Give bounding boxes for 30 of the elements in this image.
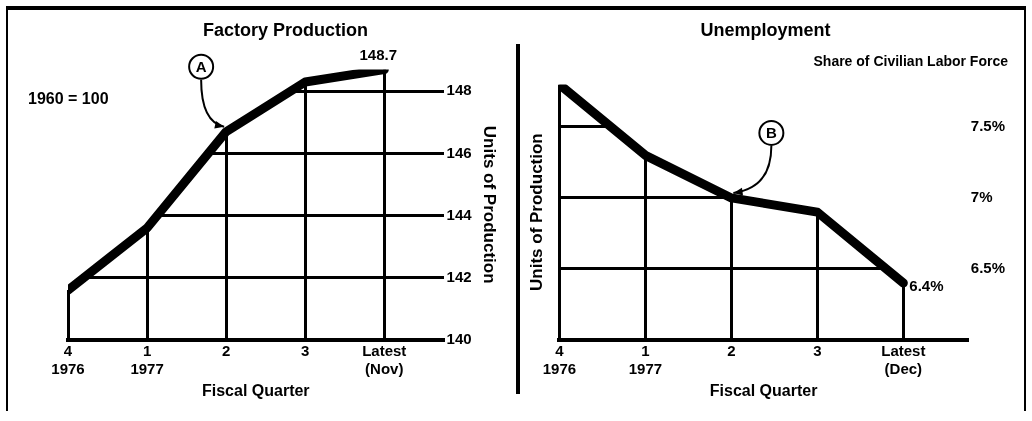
data-label: 148.7 — [359, 46, 398, 64]
x-axis-title: Fiscal Quarter — [709, 381, 818, 399]
chart-subtitle: Share of Civilian Labor Force — [813, 52, 1009, 69]
y-tick-label: 148 — [446, 81, 472, 99]
x-tick-label: 4 1976 — [542, 341, 577, 377]
x-tick-label: 3 — [813, 341, 822, 359]
x-tick-label: 4 1976 — [51, 341, 85, 377]
y-tick-label: 7.5% — [970, 117, 1006, 135]
annotation: B — [765, 124, 777, 142]
annotation: 1960 = 100 — [28, 90, 109, 108]
chart-title: Unemployment — [700, 19, 831, 40]
y-tick-label: 6.5% — [970, 259, 1006, 276]
chart-title: Factory Production — [202, 19, 369, 40]
y-tick-label: 144 — [446, 205, 473, 223]
x-tick-label: Latest (Dec) — [881, 341, 926, 377]
x-tick-label: 1 1977 — [130, 341, 164, 377]
y-tick-label: 7% — [970, 188, 993, 206]
x-tick-label: 2 — [727, 341, 736, 359]
x-axis-title: Fiscal Quarter — [201, 381, 310, 399]
y-tick-label: 140 — [446, 329, 472, 347]
x-tick-label: 2 — [221, 341, 231, 359]
y-axis-title: Units of Production — [526, 133, 546, 291]
x-tick-label: Latest (Nov) — [362, 341, 407, 377]
x-tick-label: 1 1977 — [628, 341, 663, 377]
annotation: A — [195, 57, 207, 75]
data-label: 6.4% — [909, 276, 944, 294]
y-tick-label: 146 — [446, 143, 472, 161]
y-tick-label: 142 — [446, 267, 472, 285]
x-tick-label: 3 — [301, 341, 310, 359]
y-axis-title: Units of Production — [480, 125, 500, 284]
